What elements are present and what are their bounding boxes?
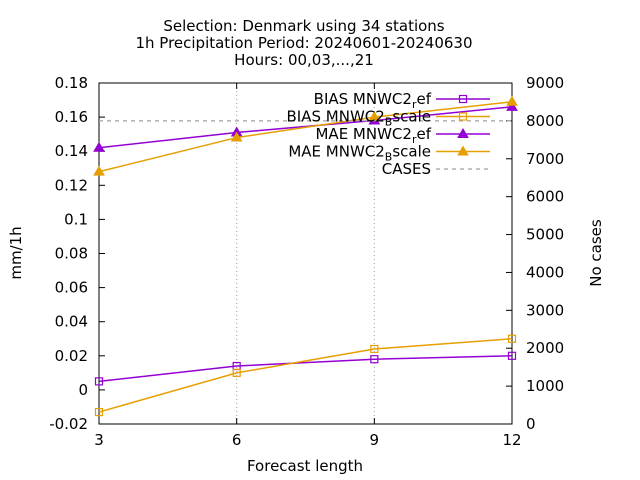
legend-marker-mae_ref — [457, 128, 469, 138]
legend-label-bias_scale: BIAS MNWC2Bscale — [287, 108, 431, 129]
y2-tick-label: 3000 — [526, 301, 564, 319]
y-tick-label: -0.02 — [49, 415, 88, 433]
ticks: 3 6 9 12 -0.02 0 0.02 0.04 0.06 0.08 0.1 0.12 0.14 0.… — [49, 74, 564, 449]
legend-entry-mae_scale: MAE MNWC2Bscale — [288, 143, 490, 164]
series-mae_scale — [93, 95, 518, 176]
y-tick-label: 0.06 — [55, 279, 88, 297]
legend-entry-bias_ref: BIAS MNWC2ref — [314, 90, 490, 111]
y2-tick-label: 4000 — [526, 263, 564, 281]
y-tick-label: 0.18 — [55, 74, 88, 92]
series-line-bias_scale — [98, 338, 513, 413]
chart-title: Selection: Denmark using 34 stations 1h … — [135, 17, 472, 69]
legend-marker-bias_ref — [458, 94, 468, 104]
data-point-mae_scale — [506, 95, 518, 106]
x-tick-label: 9 — [370, 431, 380, 449]
y-tick-label: 0.14 — [55, 142, 88, 160]
legend-label-cases: CASES — [382, 160, 431, 178]
y-tick-label: 0.1 — [64, 210, 88, 228]
series-line-bias_ref — [98, 355, 513, 383]
series-line-mae_scale — [98, 101, 513, 173]
data-point-mae_scale — [230, 131, 243, 142]
legend-marker-bias_scale — [458, 112, 468, 121]
y2-tick-label: 8000 — [526, 112, 564, 130]
legend-entry-bias_scale: BIAS MNWC2Bscale — [287, 108, 490, 129]
x-tick-label: 6 — [232, 431, 242, 449]
y-tick-label: 0.02 — [55, 347, 88, 365]
y2-tick-label: 5000 — [526, 226, 564, 244]
y2-tick-label: 9000 — [526, 74, 564, 92]
data-point-mae_scale — [93, 165, 105, 176]
x-axis-label: Forecast length — [247, 457, 363, 475]
legend-entry-mae_ref: MAE MNWC2ref — [315, 125, 490, 146]
title-line-2: 1h Precipitation Period: 20240601-202406… — [135, 34, 472, 52]
y2-tick-label: 1000 — [526, 377, 564, 395]
legend-marker-mae_scale — [457, 145, 469, 156]
title-line-3: Hours: 00,03,...,21 — [234, 51, 374, 69]
series-layer — [93, 95, 518, 417]
legend-label-bias_ref: BIAS MNWC2ref — [314, 90, 432, 111]
legend-label-mae_ref: MAE MNWC2ref — [315, 125, 431, 146]
data-point-bias_scale — [507, 334, 517, 343]
series-bias_scale — [94, 334, 517, 417]
data-point-mae_ref — [93, 141, 105, 152]
series-bias_ref — [94, 351, 517, 386]
y-tick-label: 0.08 — [55, 245, 88, 263]
data-point-bias_scale — [232, 368, 241, 377]
data-point-bias_ref — [94, 377, 104, 386]
y2-tick-label: 7000 — [526, 150, 564, 168]
data-point-bias_ref — [507, 351, 517, 360]
data-point-bias_ref — [370, 355, 379, 364]
y-axis-label: mm/1h — [7, 226, 25, 279]
data-point-mae_ref — [506, 100, 518, 111]
legend-label-mae_scale: MAE MNWC2Bscale — [288, 143, 431, 164]
y2-tick-label: 2000 — [526, 339, 564, 357]
y2-tick-label: 6000 — [526, 188, 564, 206]
data-point-bias_scale — [370, 344, 379, 354]
y-tick-label: 0.12 — [55, 176, 88, 194]
y2-axis-label: No cases — [587, 219, 605, 287]
y-tick-label: 0 — [78, 381, 88, 399]
x-tick-label: 3 — [94, 431, 104, 449]
y-tick-label: 0.16 — [55, 108, 88, 126]
x-tick-label: 12 — [502, 431, 521, 449]
series-line-mae_ref — [98, 106, 513, 149]
y2-tick-label: 0 — [526, 415, 536, 433]
data-point-bias_scale — [94, 407, 104, 417]
title-line-1: Selection: Denmark using 34 stations — [163, 17, 444, 35]
legend-entry-cases: CASES — [382, 160, 490, 178]
y-tick-label: 0.04 — [55, 313, 88, 331]
